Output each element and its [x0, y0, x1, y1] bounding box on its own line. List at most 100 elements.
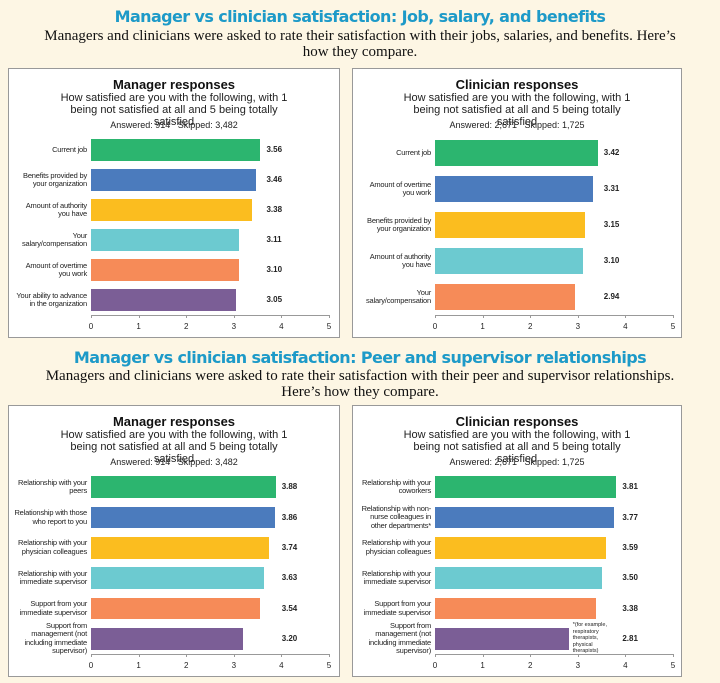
- chart-note: Answered: 2,671 Skipped: 1,725: [449, 120, 585, 130]
- x-tick-label: 1: [480, 322, 485, 331]
- value-label: 2.81: [622, 633, 638, 643]
- bar: [435, 597, 596, 620]
- chart-title: Manager responses: [112, 77, 236, 92]
- annotation: *(for example, respiratory therapists, p…: [572, 622, 607, 655]
- x-tick-label: 2: [527, 661, 533, 670]
- value-label: 3.56: [266, 145, 283, 154]
- x-tick-label: 3: [575, 322, 581, 331]
- x-tick-label: 0: [88, 322, 94, 331]
- category-label: Current job: [52, 144, 87, 154]
- x-tick: [138, 315, 140, 318]
- value-label: 3.42: [603, 148, 620, 157]
- x-tick-label: 2: [183, 661, 189, 670]
- x-tick-label: 1: [480, 661, 485, 670]
- chart-panel: Clinician responses How satisfied are you…: [352, 68, 682, 338]
- category-label: Benefits provided by your organization: [367, 215, 431, 233]
- x-tick: [530, 654, 532, 657]
- category-label: Support from your immediate supervisor: [363, 599, 431, 617]
- x-tick: [138, 654, 140, 657]
- chart-title: Manager responses: [112, 414, 236, 429]
- x-tick-label: 5: [670, 661, 676, 670]
- x-tick: [91, 654, 92, 657]
- x-tick: [186, 315, 188, 318]
- value-label: 3.05: [266, 295, 283, 304]
- category-label: Your salary/compensation: [366, 287, 431, 305]
- bar: [91, 229, 240, 251]
- category-label: Benefits provided by your organization: [23, 170, 87, 188]
- chart-title: Clinician responses: [455, 414, 579, 429]
- x-tick: [91, 315, 92, 318]
- x-tick: [577, 315, 579, 318]
- category-label: Relationship with your immediate supervi…: [362, 568, 431, 587]
- category-label: Your ability to advance in the organizat…: [16, 290, 87, 308]
- category-label: Your salary/compensation: [22, 230, 87, 248]
- x-tick: [233, 315, 235, 318]
- value-label: 3.74: [281, 542, 298, 552]
- chart-subtitle: How satisfied are you with the following…: [403, 429, 631, 465]
- x-tick: [673, 654, 674, 657]
- value-label: 3.31: [603, 184, 620, 193]
- x-tick: [577, 654, 579, 657]
- x-tick-label: 4: [279, 322, 284, 331]
- chart-note: Answered: 914 Skipped: 3,482: [110, 120, 238, 130]
- x-tick: [186, 654, 188, 657]
- bar: [91, 476, 276, 499]
- x-tick-label: 3: [231, 322, 237, 331]
- bar: [91, 536, 270, 559]
- bar: [91, 289, 237, 311]
- x-axis: [435, 654, 673, 655]
- section-title: Manager vs clinician satisfaction: Peer …: [73, 348, 647, 367]
- bar: [435, 536, 606, 559]
- x-tick-label: 5: [326, 661, 332, 670]
- value-label: 3.46: [266, 175, 283, 184]
- bar: [435, 476, 617, 499]
- value-label: 3.38: [622, 603, 638, 613]
- x-tick: [281, 654, 283, 657]
- category-label: Amount of overtime you work: [25, 260, 88, 278]
- category-label: Support from management (not including i…: [368, 620, 432, 656]
- x-tick-label: 5: [670, 322, 676, 331]
- value-label: 3.15: [603, 220, 620, 229]
- x-tick: [482, 654, 484, 657]
- x-tick-label: 0: [432, 661, 438, 670]
- category-label: Amount of authority you have: [25, 200, 87, 218]
- chart-subtitle: How satisfied are you with the following…: [403, 92, 631, 128]
- chart-panel: Manager responses How satisfied are you w…: [8, 68, 340, 338]
- category-label: Relationship with those who report to yo…: [14, 508, 87, 526]
- value-label: 3.11: [266, 235, 282, 244]
- chart-note: Answered: 914 Skipped: 3,482: [110, 457, 238, 467]
- x-tick: [281, 315, 283, 318]
- value-label: 3.81: [622, 482, 638, 492]
- category-label: Relationship with your physician colleag…: [18, 538, 87, 556]
- category-label: Relationship with your coworkers: [362, 477, 431, 496]
- chart-subtitle: How satisfied are you with the following…: [60, 429, 288, 465]
- value-label: 3.77: [622, 512, 638, 522]
- value-label: 3.38: [266, 205, 283, 214]
- value-label: 3.88: [281, 482, 298, 492]
- bar: [91, 597, 260, 620]
- x-tick: [233, 654, 235, 657]
- bar: [91, 506, 275, 529]
- x-axis: [91, 315, 329, 316]
- x-tick: [625, 315, 627, 318]
- category-label: Relationship with your physician colleag…: [362, 538, 431, 556]
- category-label: Relationship with your peers: [18, 477, 87, 496]
- value-label: 3.10: [266, 265, 283, 274]
- bar: [435, 140, 598, 166]
- x-tick: [435, 315, 436, 318]
- bar: [91, 169, 256, 191]
- x-tick-label: 1: [136, 661, 141, 670]
- x-tick-label: 3: [231, 661, 237, 670]
- x-tick-label: 3: [575, 661, 581, 670]
- x-tick-label: 0: [88, 661, 94, 670]
- section-subtitle: Managers and clinicians were asked to ra…: [45, 368, 675, 400]
- value-label: 3.63: [281, 573, 298, 583]
- value-label: 3.20: [281, 633, 298, 643]
- bar: [91, 139, 261, 161]
- x-tick: [329, 654, 330, 657]
- value-label: 3.50: [622, 573, 638, 583]
- bar: [91, 567, 264, 590]
- category-label: Amount of overtime you work: [369, 179, 432, 197]
- bar: [435, 627, 569, 650]
- bar: [435, 248, 583, 274]
